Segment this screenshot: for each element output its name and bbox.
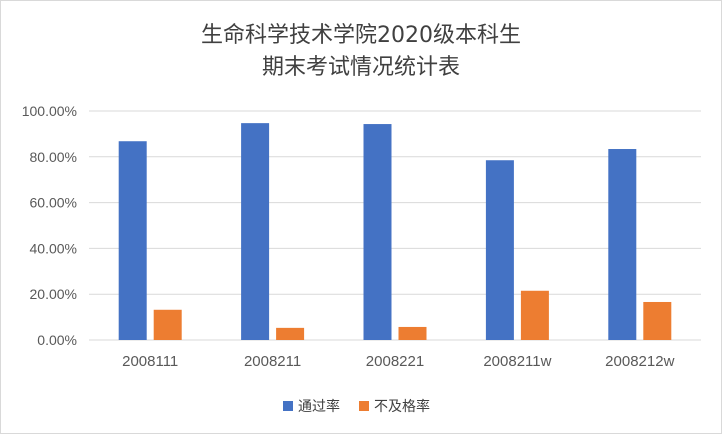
legend-label: 不及格率 (374, 398, 430, 415)
bar-pass-rate (608, 149, 637, 340)
bar-fail-rate (643, 301, 672, 340)
y-tick-label: 60.00% (30, 195, 77, 211)
y-tick-label: 0.00% (37, 332, 77, 348)
x-category-label: 2008221 (366, 353, 424, 370)
y-tick-label: 20.00% (30, 286, 77, 302)
bar-fail-rate (276, 327, 305, 340)
bar-fail-rate (153, 309, 182, 340)
legend-swatch (359, 401, 369, 411)
gridlines (89, 110, 701, 341)
y-tick-label: 80.00% (30, 149, 77, 165)
x-category-label: 2008211w (483, 353, 551, 370)
y-axis-tick-labels: 0.00% 20.00% 40.00% 60.00% 80.00% 100.00% (22, 103, 77, 348)
x-category-label: 2008212w (605, 353, 674, 370)
bar-pass-rate (363, 124, 392, 340)
legend-label: 通过率 (298, 398, 340, 415)
chart-title-line-2: 期末考试情况统计表 (262, 55, 460, 80)
x-category-label: 2008211 (244, 353, 301, 370)
x-axis-category-labels: 2008111 2008211 2008221 2008211w 2008212w (122, 353, 674, 370)
legend: 通过率 不及格率 (283, 398, 430, 415)
bar-pass-rate (241, 123, 270, 341)
y-tick-label: 100.00% (22, 103, 77, 119)
x-category-label: 2008111 (122, 353, 178, 370)
bar-pass-rate (485, 160, 514, 340)
y-tick-label: 40.00% (30, 240, 77, 256)
chart-title-line-1: 生命科学技术学院2020级本科生 (201, 23, 521, 48)
legend-swatch (283, 401, 293, 411)
bar-fail-rate (398, 326, 427, 340)
bar-fail-rate (520, 290, 549, 340)
bar-pass-rate (118, 141, 147, 340)
bars (118, 123, 672, 341)
